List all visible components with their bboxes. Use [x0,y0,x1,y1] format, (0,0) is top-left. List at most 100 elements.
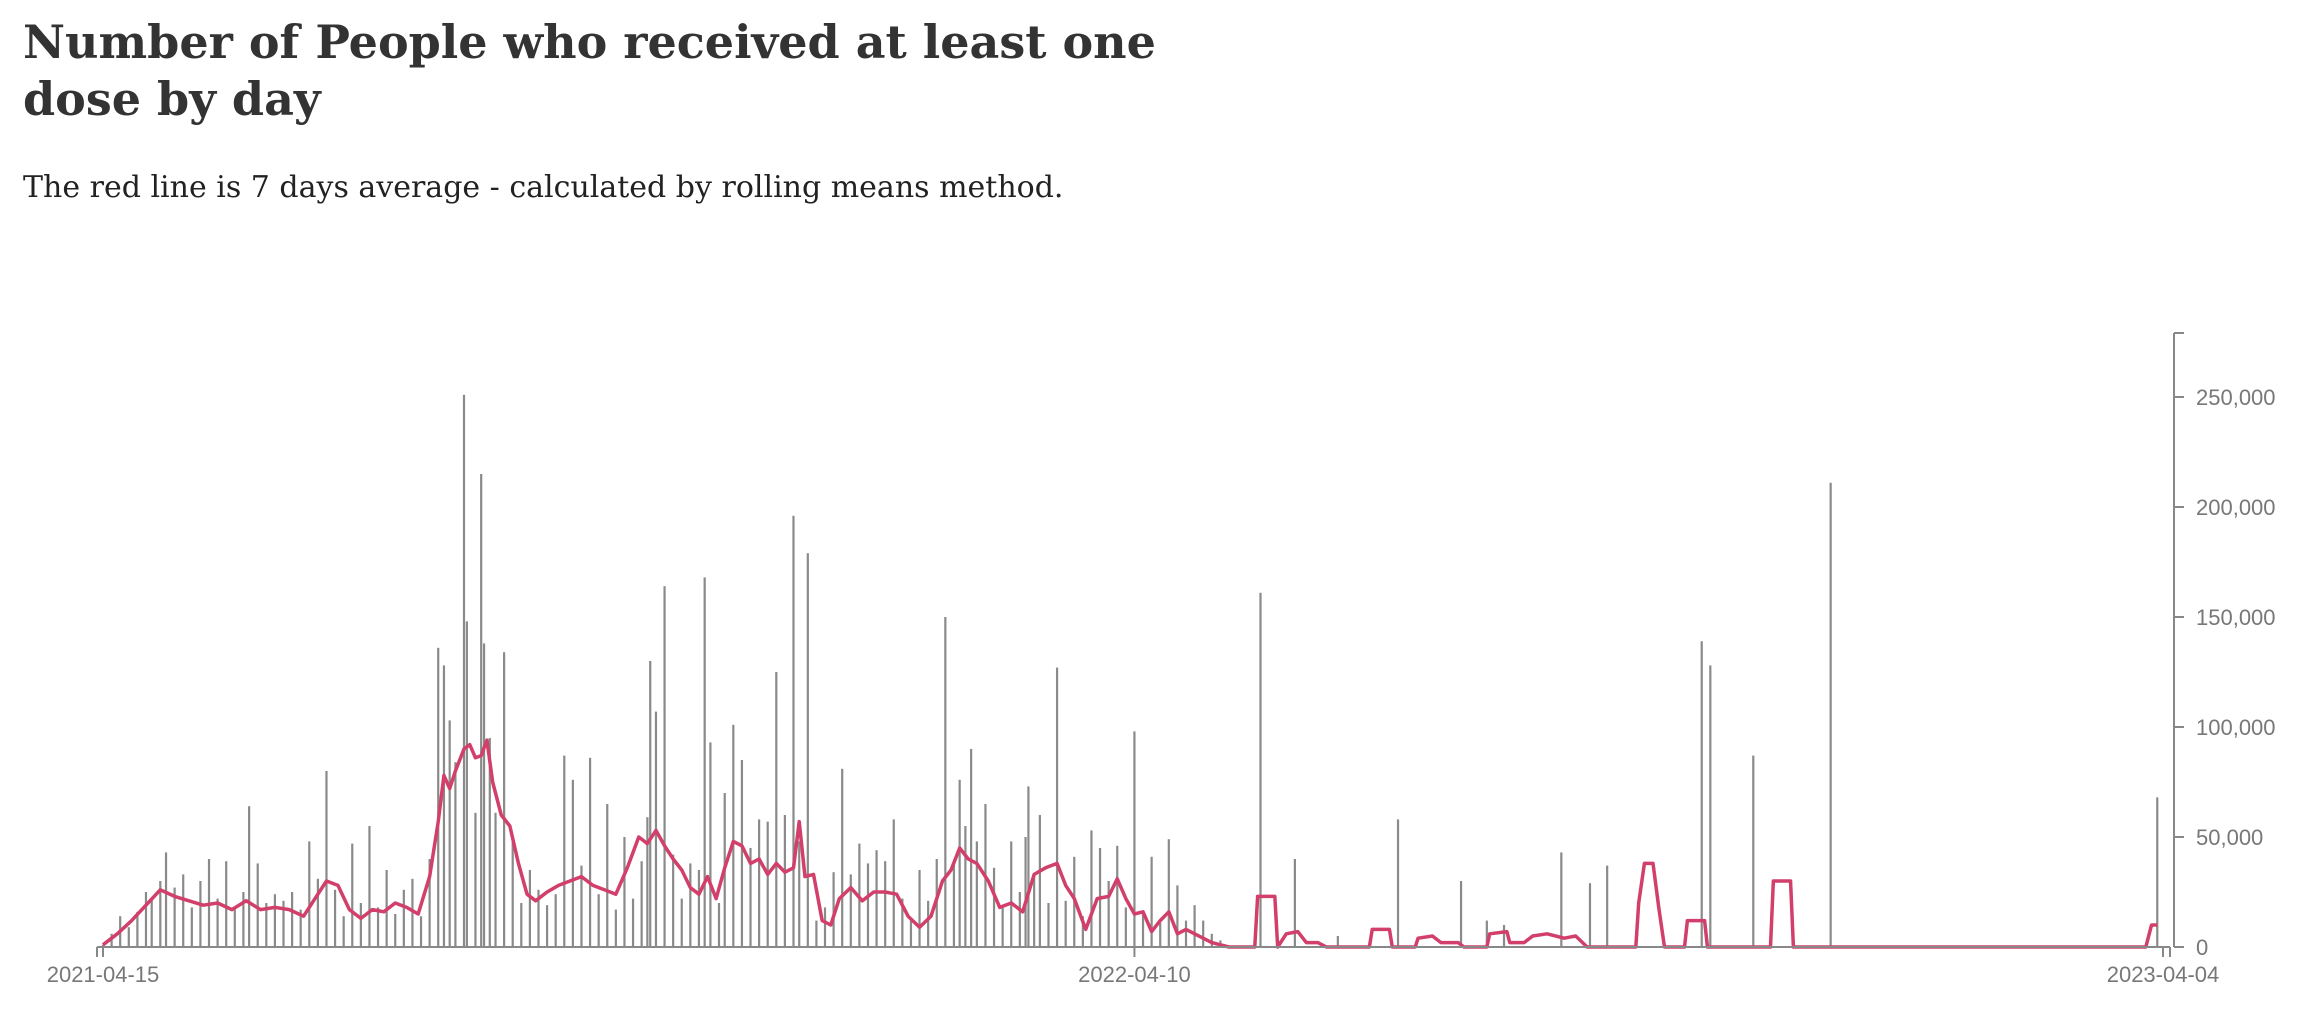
bar [474,812,477,947]
bar [465,621,468,947]
bar [1159,922,1162,947]
bar [256,863,259,947]
bar [554,894,557,947]
bar [597,894,600,947]
bar [588,757,592,947]
bar [1116,845,1119,947]
bar [150,898,153,947]
bar [442,665,446,947]
bar [248,806,251,947]
bar [1184,920,1188,947]
bar [503,652,506,947]
bar [528,870,531,947]
bar [749,848,752,947]
bar [1064,900,1067,947]
bar [242,892,245,947]
bar [454,762,457,947]
bar [1090,830,1093,947]
chart-subtitle: The red line is 7 days average - calcula… [23,170,1064,205]
bar [511,839,514,947]
bar [1502,925,1506,947]
bar [1027,786,1030,947]
bar [775,672,778,947]
bar [697,870,701,947]
bar [646,817,649,947]
bar [1588,883,1592,947]
bar [1829,482,1832,947]
bar [182,874,185,947]
bar [1055,667,1059,947]
bar [225,861,228,947]
bar [944,617,947,947]
bar [101,944,105,947]
bar [958,779,961,947]
bar [571,779,574,947]
bar [717,903,721,947]
bar [806,553,809,947]
y-tick-label: 0 [2196,935,2208,960]
bar [1336,936,1339,947]
bar [173,887,176,947]
bar [992,867,996,947]
bar [545,905,549,947]
bar [299,909,302,947]
bar [672,854,675,947]
bar [1107,881,1110,947]
x-tick-label: 2023-04-04 [2107,962,2220,987]
bar [494,812,497,947]
bar [1700,641,1703,947]
bar [520,903,523,947]
y-tick-label: 250,000 [2196,385,2276,410]
bar [411,878,414,947]
bar [623,837,626,947]
bar [709,742,712,947]
bar [462,394,466,947]
y-tick-label: 100,000 [2196,715,2276,740]
bar [909,920,913,947]
bar [1606,865,1609,947]
bar [1133,731,1136,947]
bar [1167,839,1170,947]
x-tick-label: 2021-04-15 [47,962,160,987]
bar [1141,914,1145,947]
chart-title: Number of People who received at least o… [23,15,1156,126]
bar [631,898,635,947]
bar [640,861,643,947]
bar [663,586,666,947]
bar [866,863,870,947]
bar [308,841,311,947]
bar [351,843,354,947]
bar [1709,665,1712,947]
bar [832,872,835,947]
bar [1176,885,1179,947]
bar [394,914,397,947]
bar [1210,933,1213,947]
bar [402,889,405,947]
bar [488,738,491,947]
bar [732,724,735,947]
bar [1459,881,1463,947]
bar [1396,819,1400,947]
daily-bars-group [101,394,2159,947]
bar [783,815,786,947]
bar [1033,876,1036,947]
bar [1752,755,1755,947]
bar [952,863,956,947]
bar [1560,852,1563,947]
y-tick-label: 50,000 [2196,825,2263,850]
bar [614,909,617,947]
bar [437,647,440,947]
bar [680,898,683,947]
bar [1193,905,1196,947]
bar [1018,892,1021,947]
bar [448,720,451,947]
bar [649,661,652,947]
bar [216,898,219,947]
bar [964,826,967,947]
bar [792,515,795,947]
bar [2156,797,2159,947]
bar [766,821,769,947]
bar [606,804,609,947]
bar [703,577,706,947]
